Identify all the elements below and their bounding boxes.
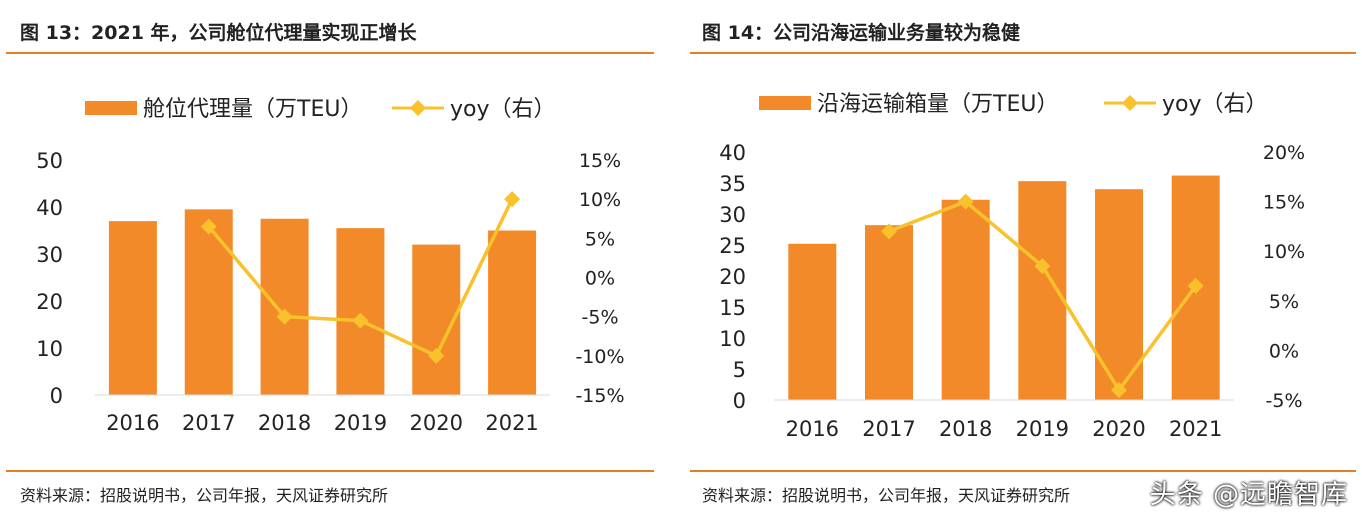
left-axis-tick-label: 20 bbox=[36, 290, 63, 314]
figure-13-bottom-rule bbox=[6, 470, 654, 472]
line-point bbox=[200, 218, 217, 235]
bar bbox=[108, 221, 157, 395]
x-axis-tick-label: 2020 bbox=[410, 411, 463, 435]
legend-line-marker bbox=[410, 100, 426, 116]
legend: 沿海运输箱量（万TEU） yoy（右） bbox=[759, 92, 1268, 117]
figure-13-source: 资料来源：招股说明书，公司年报，天风证券研究所 bbox=[20, 486, 389, 505]
x-axis-tick-label: 2016 bbox=[786, 417, 839, 441]
bar bbox=[788, 243, 837, 400]
x-axis-tick-label: 2019 bbox=[1016, 417, 1069, 441]
x-axis: 2016 2017 2018 2019 2020 2021 bbox=[106, 411, 539, 435]
figure-14-source: 资料来源：招股说明书，公司年报，天风证券研究所 bbox=[702, 486, 1071, 505]
figure-14-panel: 图 14：公司沿海运输业务量较为稳健 沿海运输箱量（万TEU） yoy（右） 0 5 1… bbox=[684, 0, 1362, 519]
left-axis-tick-label: 10 bbox=[36, 337, 63, 361]
left-axis-tick-label: 30 bbox=[36, 243, 63, 267]
right-axis-tick-label: 5% bbox=[585, 228, 615, 250]
legend-bar-swatch bbox=[85, 101, 137, 115]
right-axis-tick-label: 15% bbox=[579, 150, 621, 172]
right-axis-tick-label: -10% bbox=[575, 346, 624, 368]
legend-line-label: yoy（右） bbox=[1162, 92, 1268, 117]
right-axis-tick-label: -15% bbox=[575, 385, 624, 407]
right-axis: -5% 0% 5% 10% 15% 20% bbox=[1263, 142, 1305, 412]
bar bbox=[488, 230, 537, 395]
left-axis: 0 5 10 15 20 25 30 35 40 bbox=[719, 141, 746, 413]
left-axis-tick-label: 5 bbox=[733, 358, 746, 382]
bar bbox=[941, 199, 990, 400]
figure-13-top-rule bbox=[6, 52, 654, 54]
watermark: 头条 @远瞻智库 bbox=[1149, 480, 1348, 510]
right-axis-tick-label: 10% bbox=[579, 189, 621, 211]
left-axis-tick-label: 10 bbox=[719, 327, 746, 351]
x-axis: 2016 2017 2018 2019 2020 2021 bbox=[786, 417, 1223, 441]
legend-bar-label: 舱位代理量（万TEU） bbox=[143, 97, 362, 122]
right-axis-tick-label: 0% bbox=[585, 268, 615, 290]
x-axis-tick-label: 2017 bbox=[862, 417, 915, 441]
x-axis-tick-label: 2018 bbox=[258, 411, 311, 435]
bar bbox=[336, 228, 385, 395]
line-point bbox=[504, 191, 521, 208]
line-point bbox=[957, 193, 974, 210]
left-axis-tick-label: 30 bbox=[719, 203, 746, 227]
legend-line-label: yoy（右） bbox=[450, 97, 556, 122]
right-axis-tick-label: 5% bbox=[1269, 291, 1299, 313]
figure-14-title: 图 14：公司沿海运输业务量较为稳健 bbox=[702, 22, 1021, 44]
bar-series bbox=[788, 175, 1220, 400]
line-point bbox=[428, 347, 445, 364]
line-series bbox=[881, 193, 1204, 399]
line-point bbox=[1111, 382, 1127, 399]
left-axis: 0 10 20 30 40 50 bbox=[36, 149, 63, 408]
right-axis-tick-label: 15% bbox=[1263, 192, 1305, 214]
line-point bbox=[881, 223, 897, 240]
line-series bbox=[200, 191, 521, 364]
legend-line-marker bbox=[1122, 95, 1138, 111]
figure-14-top-rule bbox=[690, 52, 1356, 54]
left-axis-tick-label: 20 bbox=[719, 265, 746, 289]
figure-14-bottom-rule bbox=[690, 470, 1356, 472]
line-point bbox=[276, 308, 293, 325]
figure-13-chart: 舱位代理量（万TEU） yoy（右） 0 10 20 30 40 50 -15% -10% -5% 0… bbox=[36, 97, 624, 435]
figure-14-chart: 沿海运输箱量（万TEU） yoy（右） 0 5 10 15 20 25 30 35 40 -5% 0% 5… bbox=[719, 92, 1305, 441]
left-axis-tick-label: 50 bbox=[36, 149, 63, 173]
x-axis-tick-label: 2016 bbox=[106, 411, 159, 435]
left-axis-tick-label: 0 bbox=[733, 389, 746, 413]
bar-series bbox=[108, 209, 537, 395]
x-axis-tick-label: 2018 bbox=[939, 417, 992, 441]
left-axis-tick-label: 35 bbox=[719, 172, 746, 196]
bar bbox=[184, 209, 233, 395]
legend-bar-swatch bbox=[759, 96, 811, 110]
left-axis-tick-label: 40 bbox=[36, 196, 63, 220]
figure-13-title: 图 13：2021 年，公司舱位代理量实现正增长 bbox=[20, 22, 417, 44]
left-axis-tick-label: 40 bbox=[719, 141, 746, 165]
left-axis-tick-label: 15 bbox=[719, 296, 746, 320]
right-axis-tick-label: 20% bbox=[1263, 142, 1305, 164]
x-axis-tick-label: 2021 bbox=[485, 411, 538, 435]
right-axis-tick-label: -5% bbox=[582, 307, 619, 329]
x-axis-tick-label: 2021 bbox=[1169, 417, 1222, 441]
figure-13-panel: 图 13：2021 年，公司舱位代理量实现正增长 舱位代理量（万TEU） yoy（… bbox=[0, 0, 660, 519]
right-axis: -15% -10% -5% 0% 5% 10% 15% bbox=[575, 150, 624, 407]
x-axis-tick-label: 2017 bbox=[182, 411, 235, 435]
left-axis-tick-label: 0 bbox=[50, 384, 63, 408]
bar bbox=[865, 225, 913, 400]
left-axis-tick-label: 25 bbox=[719, 234, 746, 258]
legend: 舱位代理量（万TEU） yoy（右） bbox=[85, 97, 556, 122]
right-axis-tick-label: -5% bbox=[1266, 390, 1303, 412]
legend-bar-label: 沿海运输箱量（万TEU） bbox=[817, 92, 1058, 117]
line-point bbox=[352, 312, 369, 329]
right-axis-tick-label: 0% bbox=[1269, 340, 1299, 362]
line-point bbox=[1034, 258, 1051, 275]
x-axis-tick-label: 2020 bbox=[1092, 417, 1145, 441]
right-axis-tick-label: 10% bbox=[1263, 241, 1305, 263]
bar bbox=[260, 218, 309, 395]
x-axis-tick-label: 2019 bbox=[334, 411, 387, 435]
